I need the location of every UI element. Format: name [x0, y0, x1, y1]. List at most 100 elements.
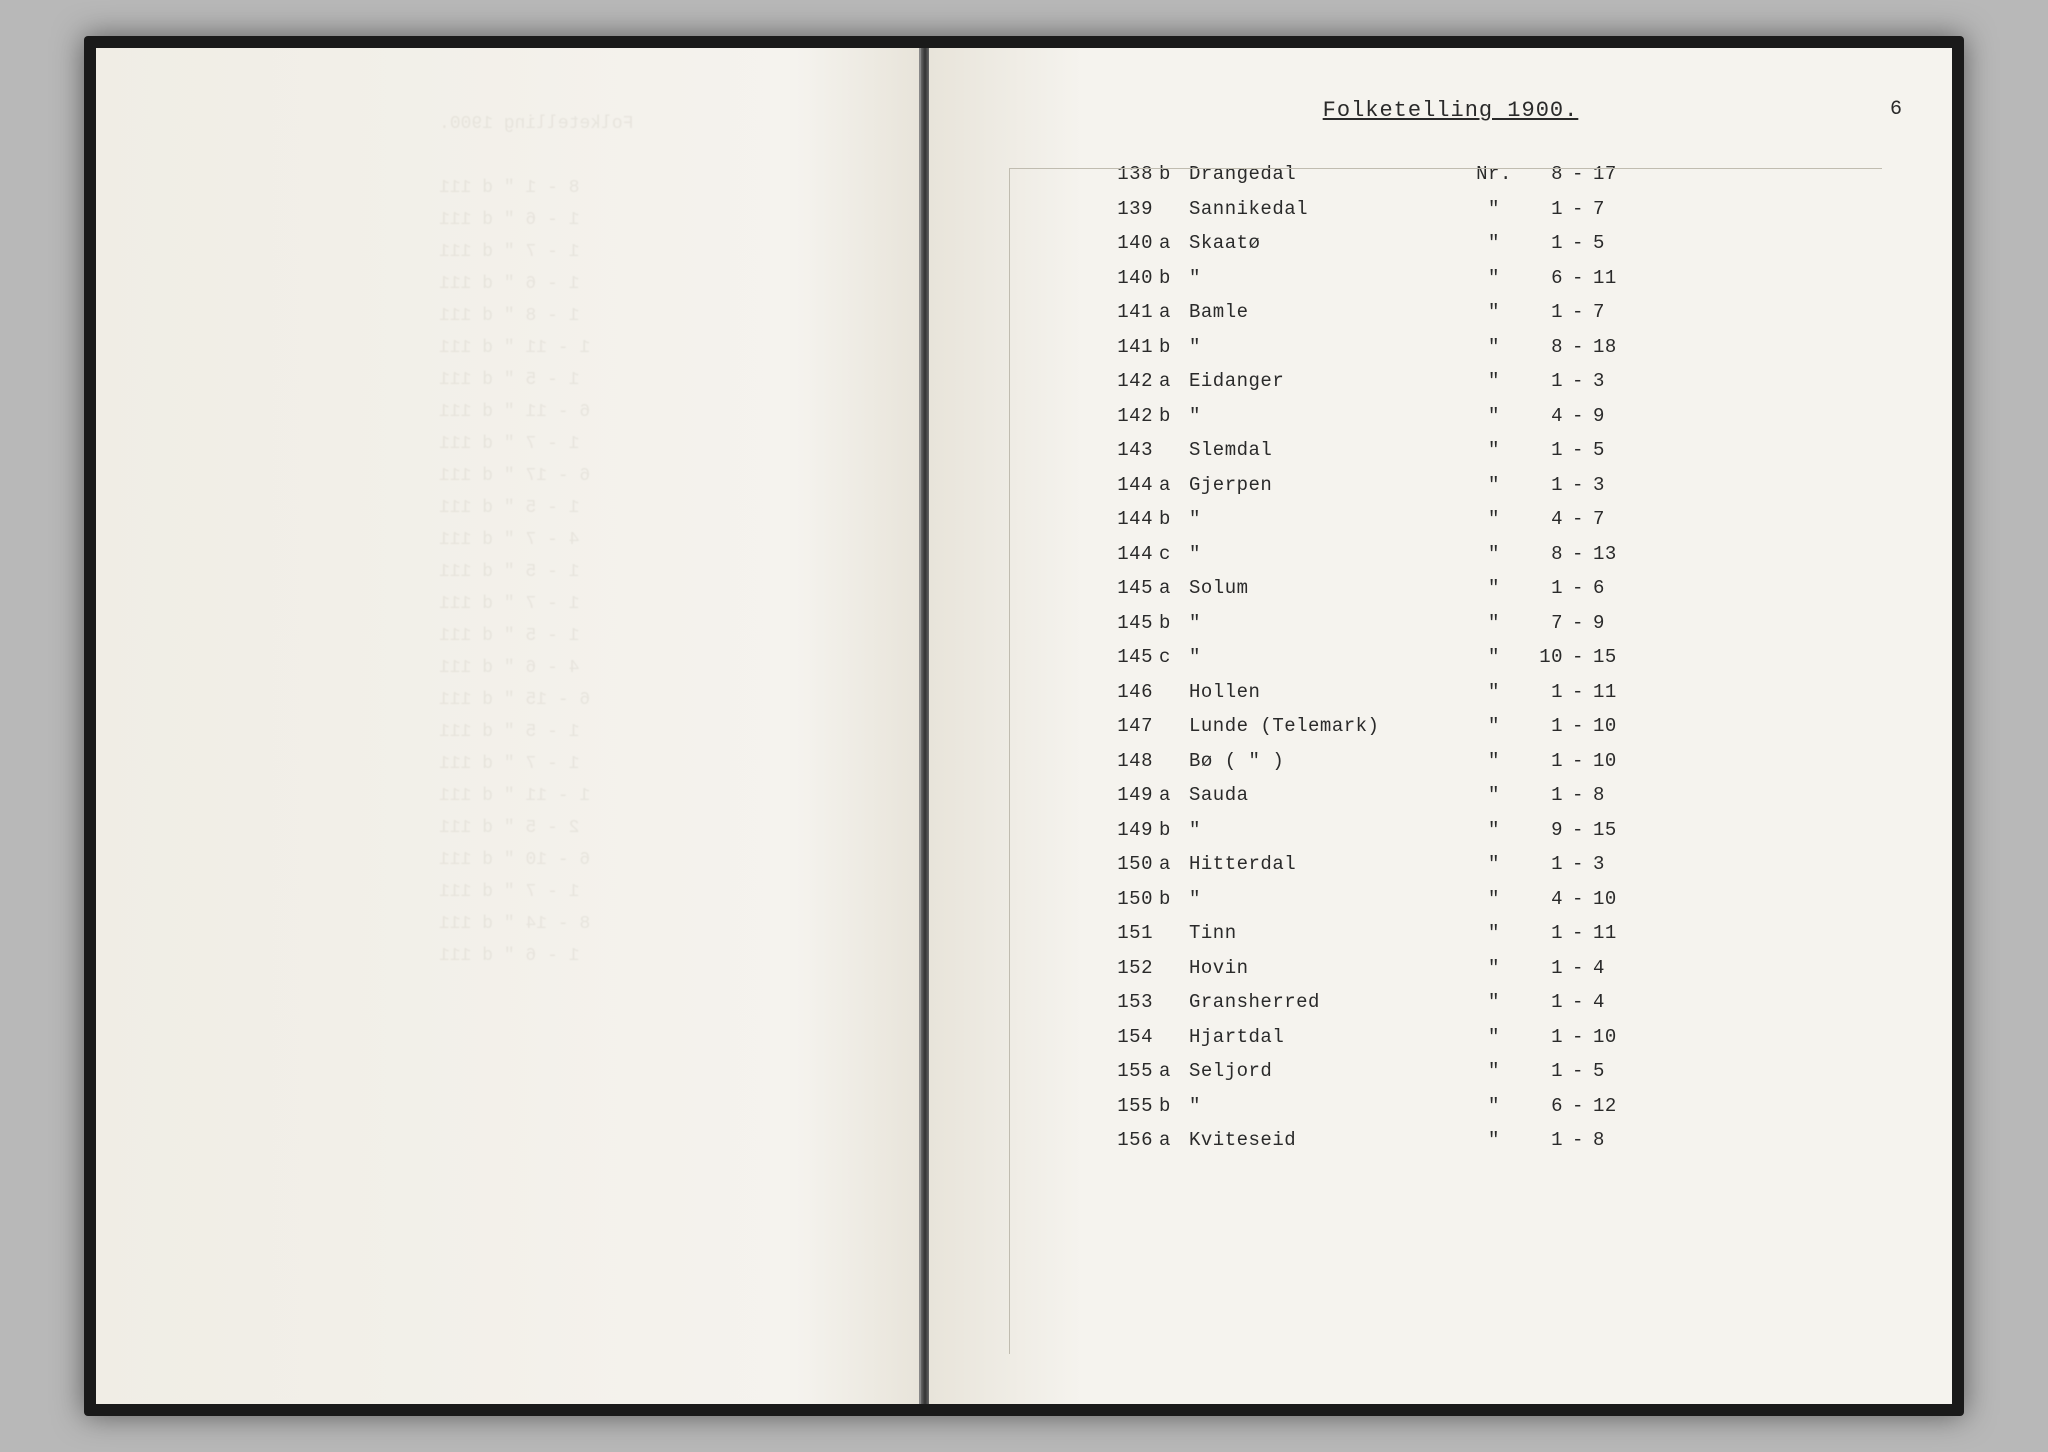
range-dash: -: [1563, 439, 1593, 461]
table-row: 144aGjerpen"1-3: [1079, 474, 1862, 509]
place-name: Skaatø: [1189, 232, 1469, 254]
table-row: 155aSeljord"1-5: [1079, 1060, 1862, 1095]
place-name: ": [1189, 888, 1469, 910]
index-number: 138: [1079, 163, 1159, 185]
range-from: 1: [1519, 750, 1563, 772]
table-row: 145c""10-15: [1079, 646, 1862, 681]
range-from: 1: [1519, 232, 1563, 254]
index-sub: b: [1159, 612, 1189, 634]
index-number: 147: [1079, 715, 1159, 737]
range-to: 5: [1593, 1060, 1637, 1082]
nr-label: ": [1469, 508, 1519, 530]
index-number: 148: [1079, 750, 1159, 772]
horizontal-rule: [1009, 168, 1882, 169]
nr-label: ": [1469, 750, 1519, 772]
place-name: Drangedal: [1189, 163, 1469, 185]
range-dash: -: [1563, 646, 1593, 668]
table-row: 140b""6-11: [1079, 267, 1862, 302]
range-from: 1: [1519, 1026, 1563, 1048]
index-number: 146: [1079, 681, 1159, 703]
index-table: 138bDrangedalNr.8-17139Sannikedal"1-7140…: [1079, 163, 1862, 1164]
table-row: 145aSolum"1-6: [1079, 577, 1862, 612]
range-from: 6: [1519, 1095, 1563, 1117]
nr-label: ": [1469, 301, 1519, 323]
place-name: ": [1189, 819, 1469, 841]
range-from: 6: [1519, 267, 1563, 289]
table-row: 149aSauda"1-8: [1079, 784, 1862, 819]
table-row: 152Hovin"1-4: [1079, 957, 1862, 992]
range-to: 17: [1593, 163, 1637, 185]
index-number: 150: [1079, 888, 1159, 910]
table-row: 141b""8-18: [1079, 336, 1862, 371]
range-from: 1: [1519, 957, 1563, 979]
nr-label: ": [1469, 1129, 1519, 1151]
table-row: 156aKviteseid"1-8: [1079, 1129, 1862, 1164]
index-number: 141: [1079, 301, 1159, 323]
range-to: 12: [1593, 1095, 1637, 1117]
range-from: 1: [1519, 784, 1563, 806]
table-row: 148Bø ( " )"1-10: [1079, 750, 1862, 785]
place-name: ": [1189, 1095, 1469, 1117]
bleed-through-text: Folketelling 1900. 8 - 1 " d 1111 - 6 " …: [439, 108, 859, 972]
range-dash: -: [1563, 267, 1593, 289]
place-name: Bamle: [1189, 301, 1469, 323]
range-to: 5: [1593, 439, 1637, 461]
table-row: 153Gransherred"1-4: [1079, 991, 1862, 1026]
nr-label: ": [1469, 336, 1519, 358]
range-dash: -: [1563, 1129, 1593, 1151]
range-to: 7: [1593, 301, 1637, 323]
index-number: 141: [1079, 336, 1159, 358]
range-to: 3: [1593, 853, 1637, 875]
range-dash: -: [1563, 784, 1593, 806]
range-dash: -: [1563, 853, 1593, 875]
range-to: 4: [1593, 957, 1637, 979]
index-number: 144: [1079, 474, 1159, 496]
nr-label: ": [1469, 922, 1519, 944]
range-to: 8: [1593, 784, 1637, 806]
range-from: 1: [1519, 198, 1563, 220]
range-to: 11: [1593, 681, 1637, 703]
nr-label: ": [1469, 612, 1519, 634]
index-number: 152: [1079, 957, 1159, 979]
range-dash: -: [1563, 474, 1593, 496]
range-from: 1: [1519, 853, 1563, 875]
index-sub: b: [1159, 819, 1189, 841]
range-to: 5: [1593, 232, 1637, 254]
range-from: 1: [1519, 439, 1563, 461]
range-dash: -: [1563, 991, 1593, 1013]
range-to: 3: [1593, 474, 1637, 496]
range-from: 1: [1519, 370, 1563, 392]
range-dash: -: [1563, 336, 1593, 358]
index-sub: a: [1159, 232, 1189, 254]
index-number: 155: [1079, 1060, 1159, 1082]
index-number: 142: [1079, 370, 1159, 392]
nr-label: ": [1469, 405, 1519, 427]
place-name: Eidanger: [1189, 370, 1469, 392]
range-from: 1: [1519, 715, 1563, 737]
index-number: 145: [1079, 646, 1159, 668]
index-sub: b: [1159, 405, 1189, 427]
place-name: ": [1189, 508, 1469, 530]
table-row: 144c""8-13: [1079, 543, 1862, 578]
range-dash: -: [1563, 198, 1593, 220]
book-spine: [921, 48, 929, 1404]
index-number: 144: [1079, 543, 1159, 565]
index-number: 140: [1079, 232, 1159, 254]
nr-label: ": [1469, 232, 1519, 254]
index-sub: c: [1159, 543, 1189, 565]
index-sub: b: [1159, 888, 1189, 910]
range-to: 10: [1593, 1026, 1637, 1048]
place-name: ": [1189, 336, 1469, 358]
index-sub: b: [1159, 336, 1189, 358]
table-row: 141aBamle"1-7: [1079, 301, 1862, 336]
index-number: 145: [1079, 612, 1159, 634]
range-dash: -: [1563, 888, 1593, 910]
place-name: Kviteseid: [1189, 1129, 1469, 1151]
table-row: 151Tinn"1-11: [1079, 922, 1862, 957]
place-name: ": [1189, 646, 1469, 668]
range-to: 3: [1593, 370, 1637, 392]
range-dash: -: [1563, 1026, 1593, 1048]
nr-label: ": [1469, 819, 1519, 841]
range-from: 1: [1519, 1060, 1563, 1082]
nr-label: ": [1469, 784, 1519, 806]
